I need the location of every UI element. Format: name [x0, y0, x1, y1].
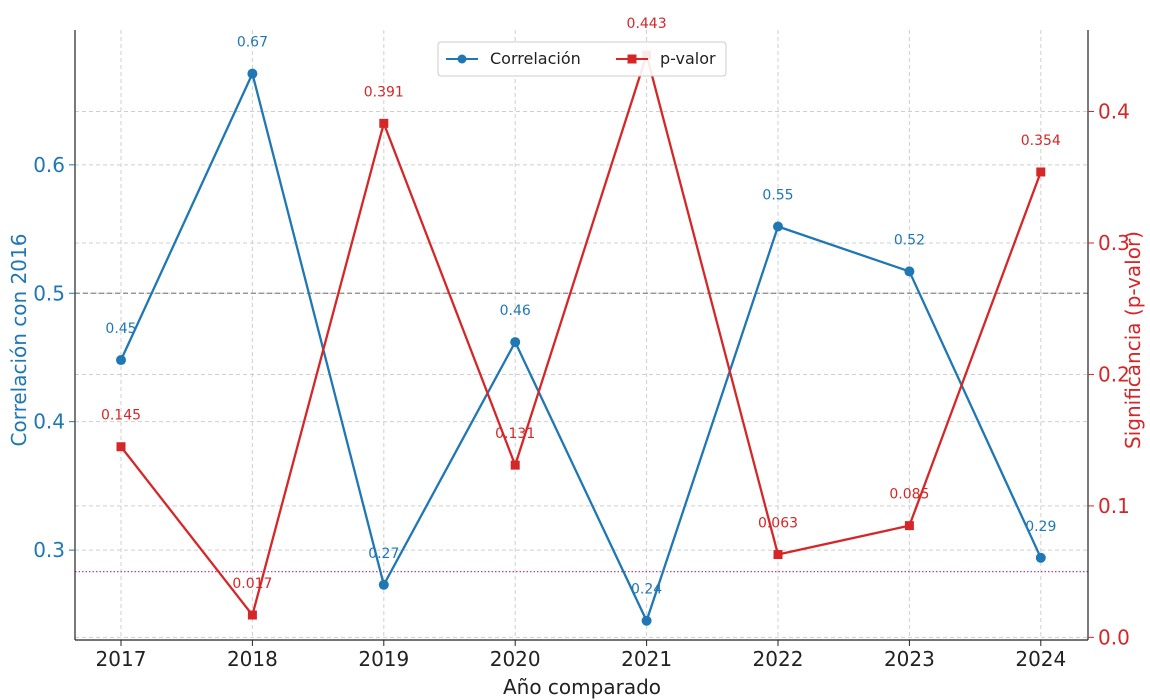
series-0-point-6 [904, 266, 915, 277]
series-0-point-3 [510, 337, 521, 348]
series-1-point-6 [904, 521, 914, 531]
series-1-point-0 [116, 442, 126, 452]
series-line-1 [120, 53, 1042, 617]
series-1-data-label-4: 0.443 [627, 16, 667, 32]
series-0-point-5 [773, 221, 783, 232]
series-1-data-label-0: 0.145 [101, 408, 141, 424]
x-tick-label-2017: 2017 [96, 647, 147, 671]
series-line-0 [119, 72, 1042, 622]
x-tick-label-2021: 2021 [621, 647, 672, 671]
series-1-data-label-6: 0.085 [889, 487, 929, 503]
series-0-point-7 [1035, 552, 1046, 563]
right-y-tick-label-3: 0.3 [1098, 231, 1130, 255]
legend: Correlación p-valor [437, 41, 727, 77]
legend-marker-correlacion [457, 54, 467, 64]
series-1-point-7 [1036, 167, 1046, 177]
series-0-data-label-3: 0.46 [500, 303, 531, 319]
left-y-tick-label-2: 0.5 [33, 281, 65, 305]
right-y-tick-label-1: 0.1 [1098, 494, 1130, 518]
right-y-tick-label-4: 0.4 [1098, 100, 1130, 124]
x-tick-label-2023: 2023 [884, 647, 935, 671]
legend-label-correlacion: Correlación [490, 49, 581, 68]
x-tick-label-2019: 2019 [358, 647, 409, 671]
left-y-tick-label-1: 0.4 [33, 410, 65, 434]
left-y-tick-label-0: 0.3 [33, 538, 65, 562]
series-0-data-label-7: 0.29 [1025, 519, 1056, 535]
series [116, 50, 1046, 626]
right-y-tick-label-0: 0.0 [1098, 625, 1130, 649]
reference-lines [75, 292, 1088, 573]
series-1-point-3 [510, 460, 520, 470]
x-tick-label-2024: 2024 [1015, 647, 1066, 671]
grid [75, 30, 1088, 640]
series-0-point-0 [116, 355, 126, 366]
left-y-tick-label-3: 0.6 [33, 153, 65, 177]
series-0-data-label-4: 0.24 [631, 582, 662, 598]
series-0-point-4 [641, 615, 652, 626]
series-0-point-2 [378, 579, 389, 590]
left-y-axis-title: Correlación con 2016 [7, 234, 31, 447]
series-0-data-label-2: 0.27 [368, 546, 399, 562]
x-tick-label-2020: 2020 [490, 647, 541, 671]
series-1-point-2 [379, 118, 389, 128]
legend-marker-p-valor [627, 54, 637, 64]
series-1-data-label-5: 0.063 [758, 516, 798, 532]
right-y-axis-title: Significancia (p-valor) [1121, 231, 1145, 449]
x-tick-label-2018: 2018 [227, 647, 278, 671]
series-1-point-5 [773, 550, 783, 560]
x-axis-title: Año comparado [503, 675, 661, 699]
series-1-data-label-1: 0.017 [232, 576, 272, 592]
series-0-data-label-6: 0.52 [894, 232, 925, 248]
legend-label-p-valor: p-valor [660, 49, 716, 68]
series-1-data-label-7: 0.354 [1021, 133, 1061, 149]
series-0-data-label-5: 0.55 [762, 187, 793, 203]
series-1-data-label-2: 0.391 [364, 84, 404, 100]
series-0-data-label-0: 0.45 [105, 321, 136, 337]
x-tick-label-2022: 2022 [753, 647, 804, 671]
legend-box [437, 41, 727, 77]
series-1-point-1 [247, 610, 257, 620]
right-y-tick-label-2: 0.2 [1098, 362, 1130, 386]
series-0-data-label-1: 0.67 [237, 35, 268, 51]
series-1-data-label-3: 0.131 [495, 426, 535, 442]
data-labels: 0.45 0.67 0.27 0.46 0.24 0.55 0.52 0.29 0.145 0.0… [101, 16, 1061, 598]
series-0-point-1 [247, 68, 258, 79]
axes: 2017 2018 2019 2020 2021 2022 2023 2024 0.3 0.4 0.… [33, 30, 1130, 671]
